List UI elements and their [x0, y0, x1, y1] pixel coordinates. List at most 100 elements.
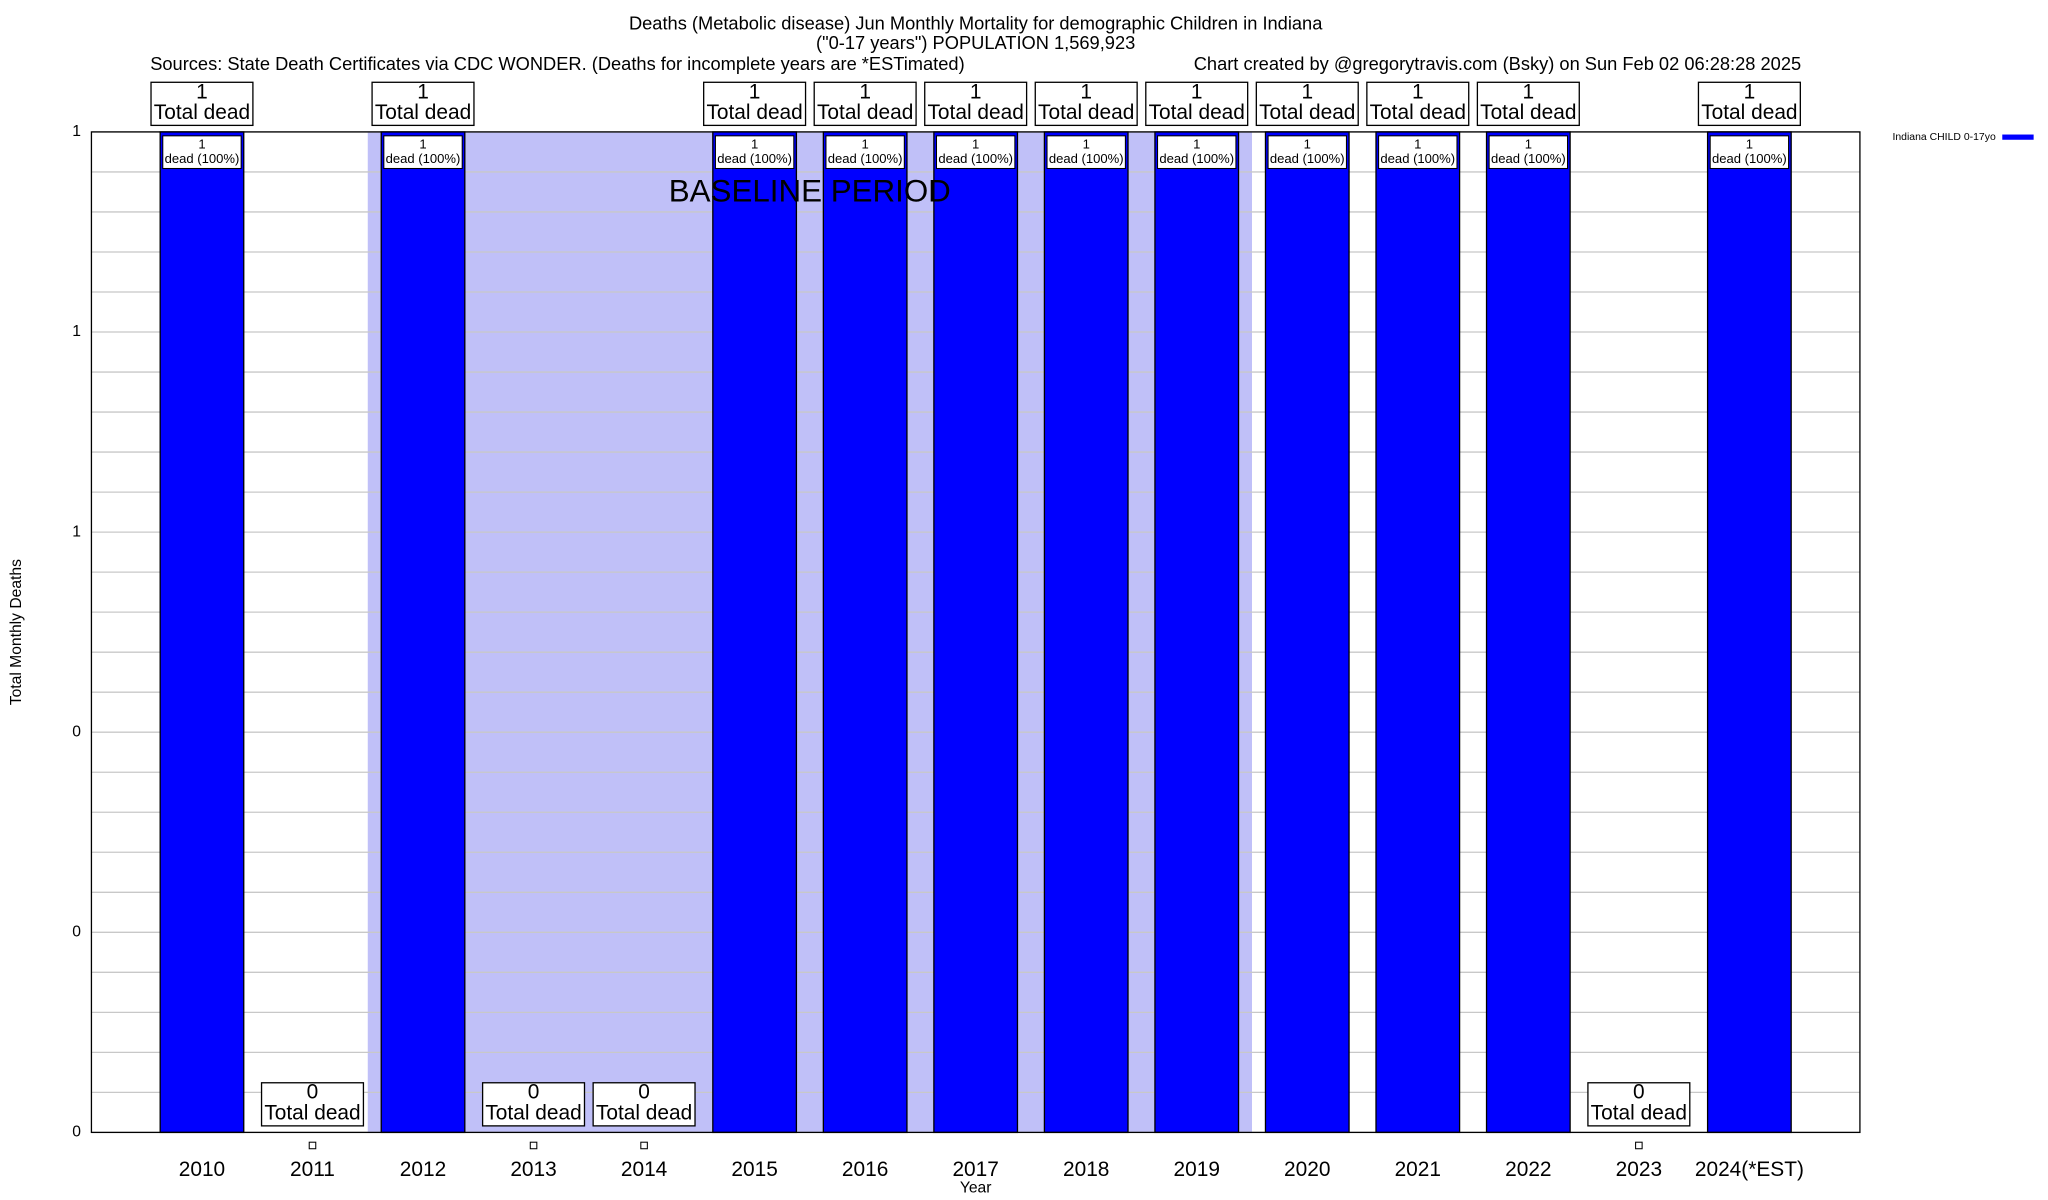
- inner-label-box: [935, 135, 1016, 170]
- inner-value-label: 1: [1525, 136, 1532, 151]
- x-tick-label: 2017: [952, 1158, 998, 1181]
- inner-value-label: 1: [751, 136, 758, 151]
- bar: [1375, 131, 1461, 1134]
- y-axis-label: Total Monthly Deaths: [8, 559, 25, 705]
- total-value-label: 1: [1412, 80, 1424, 103]
- total-value-label: 1: [417, 80, 429, 103]
- bar: [380, 131, 466, 1134]
- zero-marker: [1635, 1141, 1643, 1150]
- total-value-label: 0: [528, 1081, 540, 1104]
- x-tick-label: 2012: [400, 1158, 446, 1181]
- total-value-label: 1: [749, 80, 761, 103]
- credit-note: Chart created by @gregorytravis.com (Bsk…: [1194, 53, 1801, 74]
- baseline-label: BASELINE PERIOD: [669, 174, 951, 209]
- inner-value-label: 1: [972, 136, 979, 151]
- plot-frame: [90, 131, 1861, 1134]
- inner-value-label: 1: [1193, 136, 1200, 151]
- inner-label-box: [825, 135, 905, 170]
- total-label: Total dead: [596, 1102, 692, 1125]
- inner-label: dead (100%): [1159, 151, 1234, 166]
- total-value-label: 1: [1301, 80, 1313, 103]
- inner-value-label: 1: [1414, 136, 1421, 151]
- inner-label-box: [1709, 135, 1790, 170]
- total-value-label: 1: [859, 80, 871, 103]
- x-axis-label: Year: [960, 1180, 992, 1197]
- inner-label: dead (100%): [1380, 151, 1455, 166]
- bar: [1706, 131, 1792, 1134]
- total-value-label: 1: [1744, 80, 1756, 103]
- x-tick-label: 2015: [731, 1158, 777, 1181]
- x-tick-label: 2016: [842, 1158, 888, 1181]
- bar: [1154, 131, 1240, 1134]
- total-label-box: [703, 81, 807, 127]
- total-value-label: 1: [196, 80, 208, 103]
- chart-subtitle: ("0-17 years") POPULATION 1,569,923: [816, 32, 1135, 53]
- inner-label-box: [162, 135, 242, 170]
- zero-marker: [529, 1141, 538, 1150]
- inner-label-box: [1378, 135, 1458, 170]
- total-label: Total dead: [375, 101, 471, 124]
- legend-swatch: [2002, 134, 2034, 140]
- zero-marker: [308, 1141, 317, 1150]
- total-label: Total dead: [485, 1102, 581, 1125]
- x-tick-label: 2013: [510, 1158, 556, 1181]
- source-note: Sources: State Death Certificates via CD…: [150, 53, 964, 74]
- x-tick-label: 2010: [179, 1158, 225, 1181]
- x-tick-label: 2011: [290, 1158, 335, 1181]
- total-label: Total dead: [1149, 101, 1245, 124]
- y-tick-label: 0: [72, 723, 81, 740]
- total-value-label: 1: [970, 80, 982, 103]
- bar: [822, 131, 908, 1134]
- total-label: Total dead: [928, 101, 1024, 124]
- total-value-label: 1: [1191, 80, 1203, 103]
- total-label-box: [924, 81, 1028, 127]
- total-value-label: 0: [1633, 1081, 1645, 1104]
- y-tick-label: 1: [72, 123, 81, 140]
- inner-label: dead (100%): [1270, 151, 1345, 166]
- inner-value-label: 1: [419, 136, 426, 151]
- total-label-box: [1697, 81, 1801, 127]
- x-tick-label: 2021: [1395, 1158, 1441, 1181]
- x-tick-label: 2018: [1063, 1158, 1109, 1181]
- inner-label-box: [714, 135, 795, 170]
- zero-marker: [640, 1141, 648, 1150]
- inner-label: dead (100%): [1491, 151, 1566, 166]
- x-tick-label: 2024(*EST): [1695, 1158, 1804, 1181]
- inner-label-box: [383, 135, 463, 170]
- inner-label: dead (100%): [717, 151, 792, 166]
- inner-label-box: [1267, 135, 1347, 170]
- inner-label-box: [1157, 135, 1237, 170]
- bar: [1043, 131, 1129, 1134]
- bar: [1485, 131, 1571, 1134]
- total-label: Total dead: [1480, 101, 1576, 124]
- inner-label: dead (100%): [165, 151, 240, 166]
- legend-label: Indiana CHILD 0-17yo: [1892, 132, 1995, 143]
- inner-label-box: [1488, 135, 1569, 170]
- bar: [933, 131, 1019, 1134]
- inner-value-label: 1: [1083, 136, 1090, 151]
- total-label-box: [150, 81, 254, 127]
- total-label: Total dead: [706, 101, 802, 124]
- inner-value-label: 1: [198, 136, 205, 151]
- total-label: Total dead: [1370, 101, 1466, 124]
- inner-label-box: [1046, 135, 1126, 170]
- y-tick-label: 1: [72, 323, 81, 340]
- total-label-box: [481, 1082, 586, 1127]
- total-label: Total dead: [817, 101, 913, 124]
- total-label: Total dead: [1701, 101, 1797, 124]
- total-label-box: [1145, 81, 1249, 127]
- inner-value-label: 1: [1304, 136, 1311, 151]
- total-value-label: 1: [1523, 80, 1535, 103]
- total-label-box: [371, 81, 475, 127]
- total-label-box: [1034, 81, 1138, 127]
- y-tick-label: 0: [72, 1124, 81, 1141]
- total-value-label: 1: [1080, 80, 1092, 103]
- x-tick-label: 2022: [1505, 1158, 1551, 1181]
- total-label-box: [592, 1082, 696, 1127]
- inner-value-label: 1: [1746, 136, 1753, 151]
- x-tick-label: 2020: [1284, 1158, 1330, 1181]
- inner-label: dead (100%): [938, 151, 1013, 166]
- total-value-label: 0: [307, 1081, 319, 1104]
- x-tick-label: 2014: [621, 1158, 667, 1181]
